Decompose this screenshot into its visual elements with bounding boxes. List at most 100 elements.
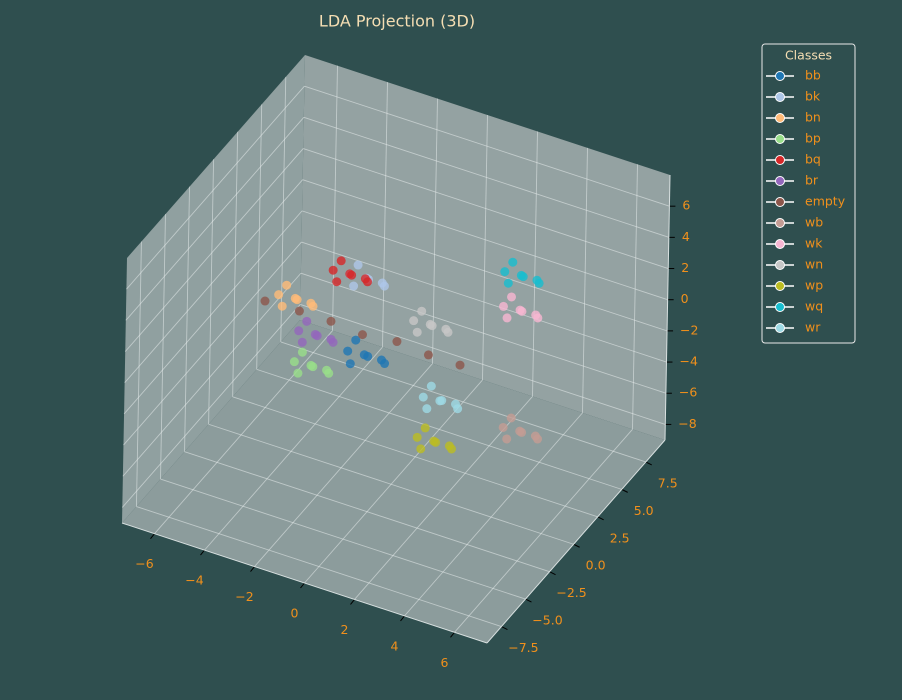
- z-tick-label: −6: [679, 385, 697, 400]
- point: [409, 316, 419, 326]
- grid-line: [304, 379, 483, 584]
- x-tick-label: 2: [341, 622, 349, 637]
- legend: Classes bb bk bn bp bq br empty wb wk wn wp wq wr: [761, 43, 856, 344]
- tick-mark: [501, 626, 508, 630]
- legend-marker: [775, 155, 785, 165]
- z-tick-label: 0: [681, 291, 689, 306]
- grid-line: [123, 210, 303, 415]
- grid-line: [303, 148, 669, 269]
- series: [294, 316, 338, 347]
- x-tick-label: −2: [235, 589, 253, 604]
- grid-line: [232, 131, 239, 397]
- tick-mark: [450, 632, 455, 638]
- legend-marker: [775, 302, 785, 312]
- z-tick-label: 6: [682, 198, 690, 213]
- axis-line: [121, 522, 488, 644]
- legend-label: wq: [805, 299, 823, 314]
- grid-line: [208, 159, 215, 425]
- tick-mark: [621, 488, 628, 493]
- axis-line: [664, 174, 671, 441]
- legend-label: wp: [805, 278, 823, 293]
- point: [357, 330, 367, 340]
- point: [506, 413, 516, 423]
- grid-line: [482, 114, 488, 381]
- point: [282, 280, 292, 290]
- point: [531, 310, 541, 320]
- point: [260, 296, 270, 306]
- point: [498, 422, 508, 432]
- x-tick-label: −4: [185, 573, 203, 588]
- grid-line: [256, 368, 622, 490]
- grid-line: [301, 210, 668, 332]
- point: [326, 334, 336, 344]
- point: [277, 301, 287, 311]
- series: [409, 306, 453, 337]
- point: [332, 277, 342, 287]
- z-tick-label: −8: [678, 416, 696, 431]
- point: [420, 423, 430, 433]
- point: [377, 278, 387, 288]
- point: [508, 257, 518, 267]
- legend-title: Classes: [785, 48, 832, 63]
- point: [312, 331, 322, 341]
- tick-mark: [645, 461, 652, 466]
- grid-line: [382, 82, 388, 348]
- point: [423, 350, 433, 360]
- point: [417, 306, 427, 316]
- point: [518, 272, 528, 282]
- legend-label: wr: [805, 320, 821, 335]
- legend-marker: [775, 197, 785, 207]
- grid-line: [125, 117, 305, 321]
- point: [294, 306, 304, 316]
- series: [418, 381, 463, 414]
- grid-line: [204, 346, 383, 551]
- legend-marker: [775, 176, 785, 186]
- series: [343, 335, 390, 369]
- point: [498, 301, 508, 311]
- y-tick-label: −5.0: [532, 613, 562, 628]
- grid-line: [454, 429, 633, 633]
- tick-mark: [597, 516, 604, 521]
- legend-marker: [775, 113, 785, 123]
- grid-line: [632, 164, 638, 430]
- series: [498, 413, 543, 444]
- y-tick-label: 0.0: [586, 558, 606, 573]
- point: [507, 292, 517, 302]
- legend-marker: [775, 239, 785, 249]
- grid-line: [154, 330, 333, 534]
- tick-mark: [200, 549, 205, 556]
- point: [360, 274, 370, 284]
- point: [517, 427, 527, 437]
- point: [392, 337, 402, 347]
- grid-line: [123, 241, 302, 446]
- y-tick-label: 7.5: [658, 475, 678, 490]
- point: [274, 290, 284, 300]
- grid-line: [184, 186, 190, 452]
- series: [498, 292, 543, 323]
- x-tick-label: 6: [441, 655, 449, 670]
- point: [426, 381, 436, 391]
- tick-mark: [300, 582, 305, 589]
- grid-line: [332, 65, 338, 331]
- point: [294, 326, 304, 336]
- point: [343, 346, 353, 356]
- grid-line: [303, 116, 669, 238]
- point: [500, 267, 510, 277]
- point: [418, 392, 428, 402]
- grid-line: [121, 304, 301, 508]
- point: [297, 337, 307, 347]
- grid-line: [160, 478, 526, 600]
- grid-line: [136, 506, 502, 627]
- legend-label: wb: [805, 215, 823, 230]
- point: [437, 396, 447, 406]
- series: [260, 296, 465, 370]
- legend-label: bn: [805, 110, 821, 125]
- y-tick-label: −2.5: [556, 585, 586, 600]
- legend-marker: [775, 92, 785, 102]
- grid-line: [582, 147, 588, 413]
- point: [289, 357, 299, 367]
- z-tick-label: 4: [682, 229, 690, 244]
- point: [345, 359, 355, 369]
- legend-label: bk: [805, 89, 821, 104]
- grid-line: [304, 85, 670, 207]
